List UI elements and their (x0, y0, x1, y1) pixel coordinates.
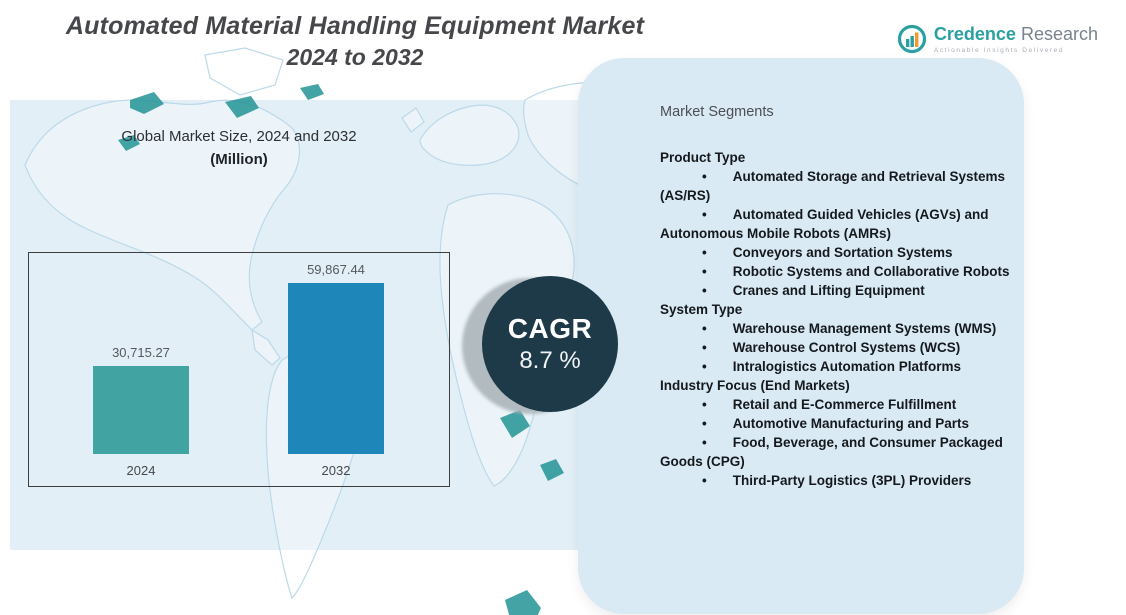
logo-text: Credence Research Actionable Insights De… (934, 24, 1098, 54)
cagr-label: CAGR (507, 313, 593, 344)
segment-item: Intralogistics Automation Platforms (660, 357, 1010, 376)
bar-chart: 30,715.27 59,867.44 2024 2032 (28, 252, 450, 487)
bar-2032 (288, 283, 384, 454)
cagr-badge: CAGR 8.7 % (482, 276, 618, 412)
chart-title: Global Market Size, 2024 and 2032 (121, 128, 357, 145)
x-axis-label-2032: 2032 (321, 463, 351, 478)
credence-research-logo: Credence Research Actionable Insights De… (897, 24, 1098, 54)
segment-item: Conveyors and Sortation Systems (660, 243, 1010, 262)
bar-value-2024: 30,715.27 (112, 345, 170, 360)
cagr-value: 8.7 % (519, 347, 581, 374)
credence-logo-icon (897, 24, 926, 54)
logo-tagline: Actionable Insights Delivered (933, 47, 1065, 54)
page-title-line1: Automated Material Handling Equipment Ma… (65, 12, 645, 40)
segment-item: Cranes and Lifting Equipment (660, 281, 1010, 300)
segment-group-title: System Type (660, 302, 743, 317)
bar-value-2032: 59,867.44 (307, 262, 365, 277)
page-title: Automated Material Handling Equipment Ma… (20, 12, 690, 71)
market-segments-panel: Market Segments Product Type Automated S… (578, 58, 1024, 614)
segment-group-industry-focus: Industry Focus (End Markets) Retail and … (660, 376, 1010, 490)
segment-group-title: Industry Focus (End Markets) (660, 378, 850, 393)
segment-item: Automated Guided Vehicles (AGVs) and Aut… (660, 205, 1010, 243)
chart-header: Global Market Size, 2024 and 2032 (Milli… (28, 128, 450, 168)
logo-name: Credence Research (934, 24, 1098, 44)
bar-column-2024: 30,715.27 (93, 345, 189, 454)
segment-group-product-type: Product Type Automated Storage and Retri… (660, 148, 1010, 300)
segment-item: Robotic Systems and Collaborative Robots (660, 262, 1010, 281)
segment-item: Food, Beverage, and Consumer Packaged Go… (660, 433, 1010, 471)
segment-item: Warehouse Management Systems (WMS) (660, 319, 1010, 338)
logo-name-credence: Credence (933, 24, 1016, 44)
segment-item: Retail and E-Commerce Fulfillment (660, 395, 1010, 414)
segments-header: Market Segments (660, 104, 774, 120)
bar-2024 (93, 366, 189, 454)
segment-item: Warehouse Control Systems (WCS) (660, 338, 1010, 357)
bar-column-2032: 59,867.44 (288, 262, 384, 454)
map-highlight-3 (300, 84, 324, 100)
chart-subtitle: (Million) (210, 151, 268, 168)
segment-group-title: Product Type (660, 150, 746, 165)
map-highlight-8 (505, 590, 541, 615)
page-title-line2: 2024 to 2032 (286, 44, 424, 70)
x-axis-label-2024: 2024 (126, 463, 156, 478)
logo-name-research: Research (1020, 24, 1098, 44)
segment-group-system-type: System Type Warehouse Management Systems… (660, 300, 1010, 376)
segment-item: Automated Storage and Retrieval Systems … (660, 167, 1010, 205)
segment-item: Third-Party Logistics (3PL) Providers (660, 471, 1010, 490)
segment-item: Automotive Manufacturing and Parts (660, 414, 1010, 433)
